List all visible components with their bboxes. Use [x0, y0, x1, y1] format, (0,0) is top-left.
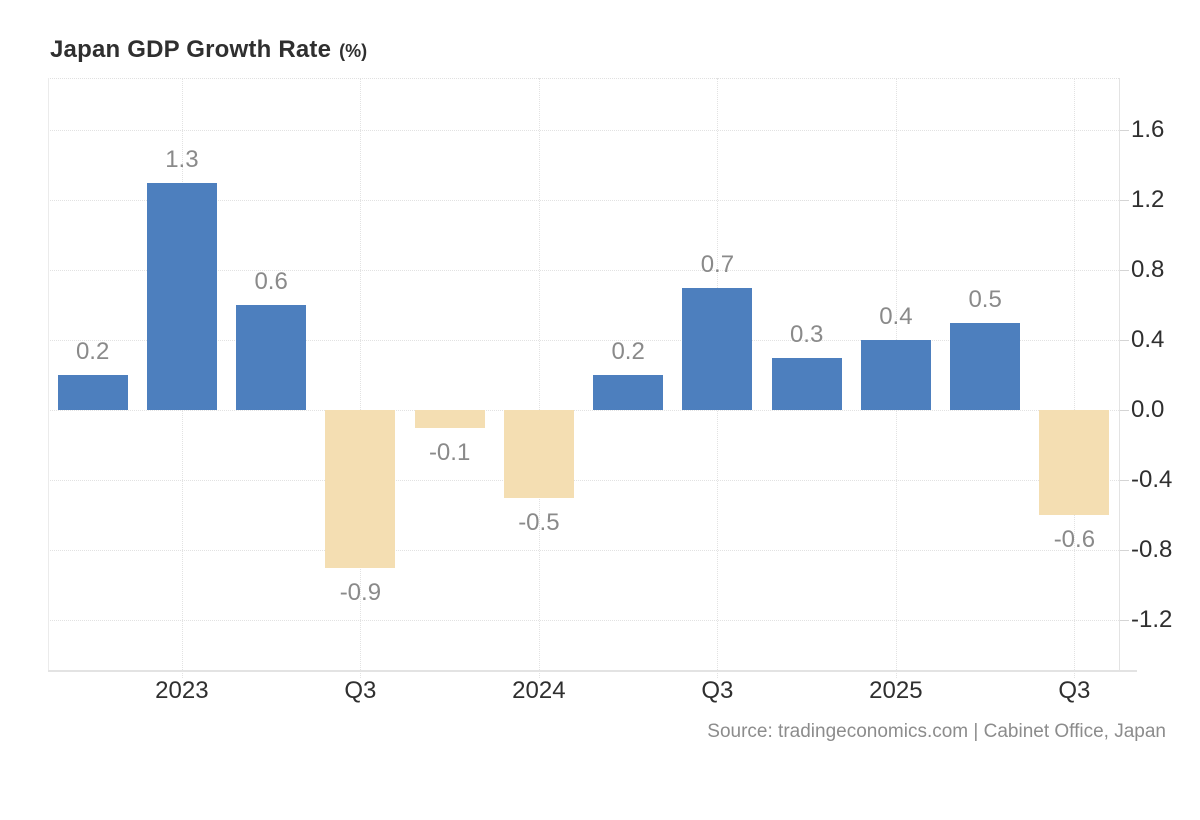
chart-title: Japan GDP Growth Rate (%): [50, 36, 367, 64]
bar[interactable]: [771, 357, 842, 410]
y-axis-tick: [1119, 340, 1129, 341]
x-tick-label: 2023: [155, 677, 209, 704]
chart-title-text: Japan GDP Growth Rate: [50, 36, 332, 63]
y-tick-label: -0.4: [1131, 466, 1173, 493]
y-axis-tick: [1119, 270, 1129, 271]
y-tick-label: 0.8: [1131, 256, 1165, 283]
y-tick-label: 1.6: [1131, 116, 1165, 143]
bar-value-label: 0.3: [789, 320, 824, 348]
y-axis-tick: [1119, 550, 1129, 551]
gridline-horizontal: [48, 480, 1119, 481]
gridline-horizontal: [48, 620, 1119, 621]
gridline-vertical: [538, 78, 540, 678]
y-tick-label: 1.2: [1131, 186, 1165, 213]
y-axis-tick: [1119, 410, 1129, 411]
x-tick-label: 2025: [869, 677, 923, 704]
gridline-horizontal: [48, 340, 1119, 341]
gridline-horizontal: [48, 130, 1119, 131]
bar-value-label: 0.2: [611, 338, 645, 365]
y-axis-tick: [1119, 620, 1129, 621]
bar-value-label: 0.6: [254, 268, 288, 295]
bar-value-label: 0.5: [968, 285, 1002, 313]
y-tick-label: 0.0: [1131, 396, 1165, 423]
source-attribution: Source: tradingeconomics.com | Cabinet O…: [707, 721, 1166, 742]
bar[interactable]: [57, 375, 128, 410]
bar[interactable]: [146, 182, 217, 410]
bar[interactable]: [682, 287, 753, 410]
x-tick-label: Q3: [1058, 677, 1091, 704]
y-axis-line: [1119, 78, 1120, 670]
plot-top-border: [48, 78, 1119, 79]
plot-left-border: [48, 78, 49, 670]
bar-value-label: -0.1: [428, 438, 471, 466]
bar-value-label: 1.3: [165, 145, 199, 173]
bar[interactable]: [1039, 410, 1110, 515]
bar[interactable]: [325, 410, 396, 568]
gridline-vertical: [360, 78, 362, 678]
y-axis-tick: [1119, 130, 1129, 131]
y-tick-label: 0.4: [1131, 326, 1165, 353]
bar[interactable]: [860, 340, 931, 410]
gridline-horizontal: [48, 410, 1119, 411]
bar[interactable]: [593, 375, 664, 410]
bar[interactable]: [236, 305, 307, 410]
gridline-horizontal: [48, 270, 1119, 271]
bar[interactable]: [950, 322, 1021, 410]
y-tick-label: -0.8: [1131, 536, 1173, 563]
x-tick-label: Q3: [701, 677, 734, 704]
x-axis-line: [48, 670, 1137, 672]
gridline-vertical: [1074, 78, 1076, 678]
bar-value-label: 0.7: [700, 250, 735, 278]
y-axis-tick: [1119, 200, 1129, 201]
bar[interactable]: [503, 410, 574, 498]
y-axis-tick: [1119, 480, 1129, 481]
gridline-horizontal: [48, 200, 1119, 201]
gridline-horizontal: [48, 550, 1119, 551]
bar-value-label: 0.2: [75, 338, 110, 365]
bar[interactable]: [414, 410, 485, 428]
x-tick-label: 2024: [512, 677, 566, 704]
bar-value-label: -0.6: [1053, 526, 1096, 553]
y-tick-label: -1.2: [1131, 606, 1173, 633]
bar-value-label: -0.9: [339, 578, 382, 606]
chart-title-unit: (%): [339, 41, 368, 61]
bar-value-label: 0.4: [879, 303, 913, 330]
x-tick-label: Q3: [344, 677, 377, 704]
bar-value-label: -0.5: [518, 508, 560, 536]
